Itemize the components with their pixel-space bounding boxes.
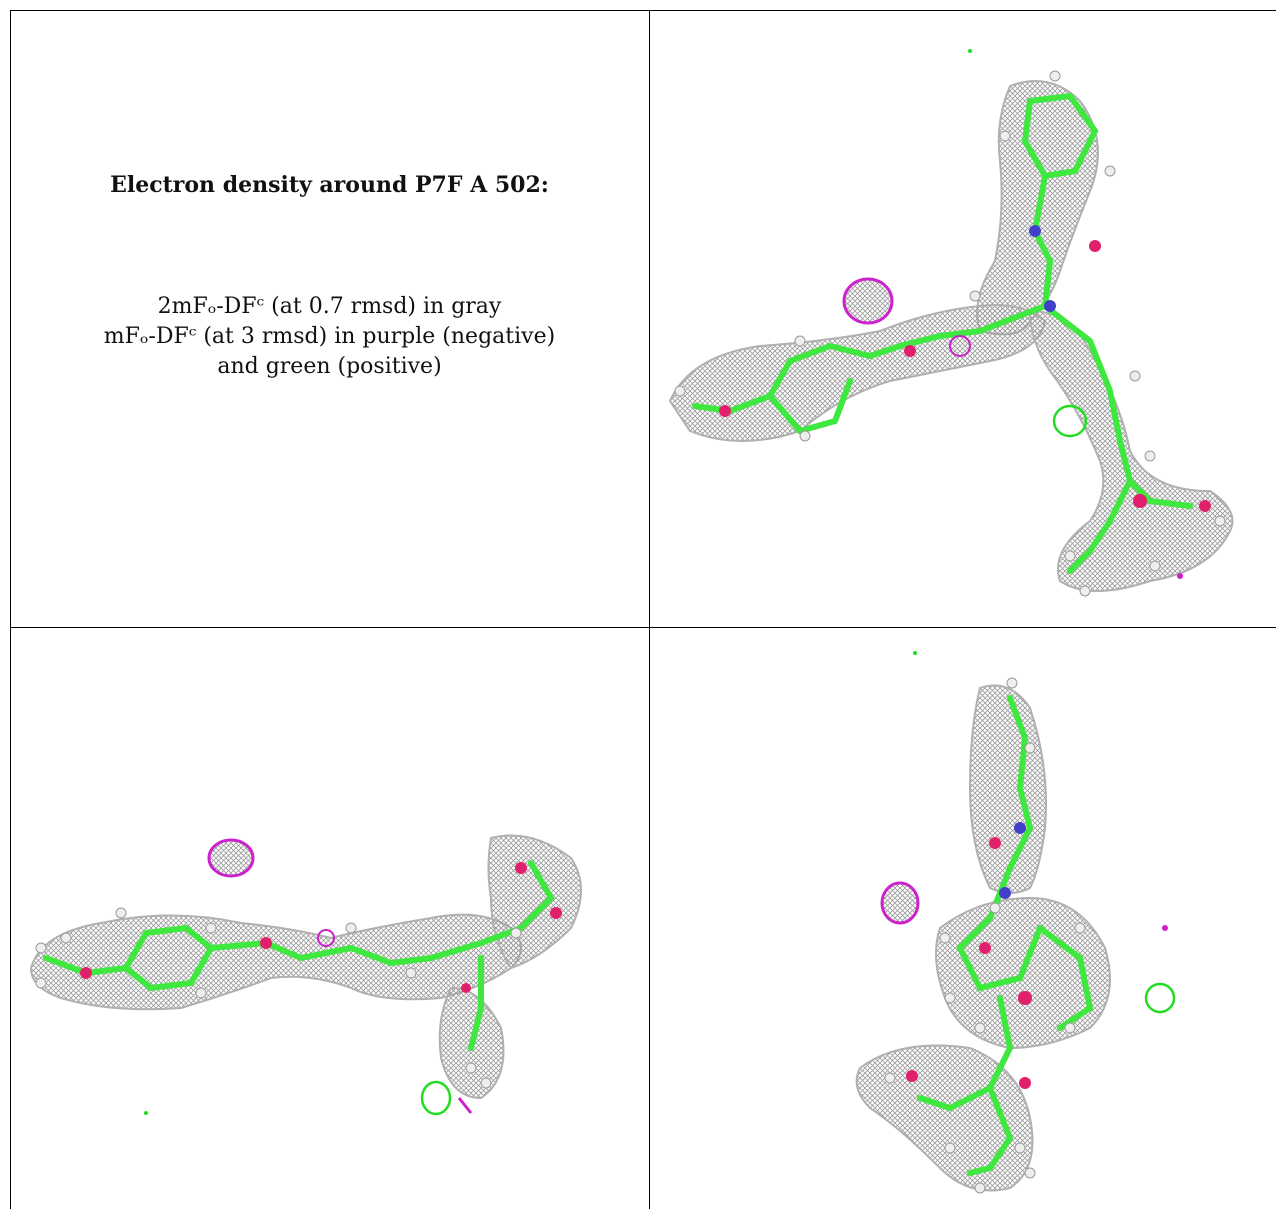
ligand-heteroatoms xyxy=(80,862,562,993)
gray-density-mesh xyxy=(668,80,1234,592)
caption-line-green: and green (positive) xyxy=(217,354,442,379)
table-divider-vertical xyxy=(649,10,650,1209)
ligand-heteroatoms xyxy=(906,822,1032,1089)
caption-body: 2mFₒ-DFᶜ (at 0.7 rmsd) in gray mFₒ-DFᶜ (… xyxy=(10,292,649,382)
ligand-carbon-bonds xyxy=(43,860,555,1051)
negative-difference-density xyxy=(207,838,473,1114)
positive-difference-density xyxy=(968,49,1088,438)
positive-difference-density xyxy=(144,1080,452,1116)
density-view-bottom-left xyxy=(11,628,649,1209)
table-divider-horizontal xyxy=(10,627,1276,628)
table-border-left xyxy=(10,10,11,1209)
ligand-hydrogens xyxy=(35,907,522,1089)
ligand-heteroatoms xyxy=(719,225,1211,512)
caption-line-gray: 2mFₒ-DFᶜ (at 0.7 rmsd) in gray xyxy=(157,294,502,319)
positive-difference-density xyxy=(913,651,1176,1014)
gray-density-mesh xyxy=(855,684,1111,1192)
ligand-hydrogens xyxy=(674,70,1226,597)
ligand-carbon-bonds xyxy=(692,92,1193,574)
caption-line-purple: mFₒ-DFᶜ (at 3 rmsd) in purple (negative) xyxy=(103,324,556,349)
negative-difference-density xyxy=(880,881,1168,931)
density-view-bottom-right xyxy=(650,628,1276,1209)
negative-difference-density xyxy=(842,277,1183,579)
ligand-hydrogens xyxy=(884,677,1086,1194)
density-view-top-right xyxy=(650,11,1276,627)
caption-title: Electron density around P7F A 502: xyxy=(110,172,549,198)
table-border-top xyxy=(10,10,1276,11)
caption-cell: Electron density around P7F A 502: 2mFₒ-… xyxy=(10,10,649,627)
